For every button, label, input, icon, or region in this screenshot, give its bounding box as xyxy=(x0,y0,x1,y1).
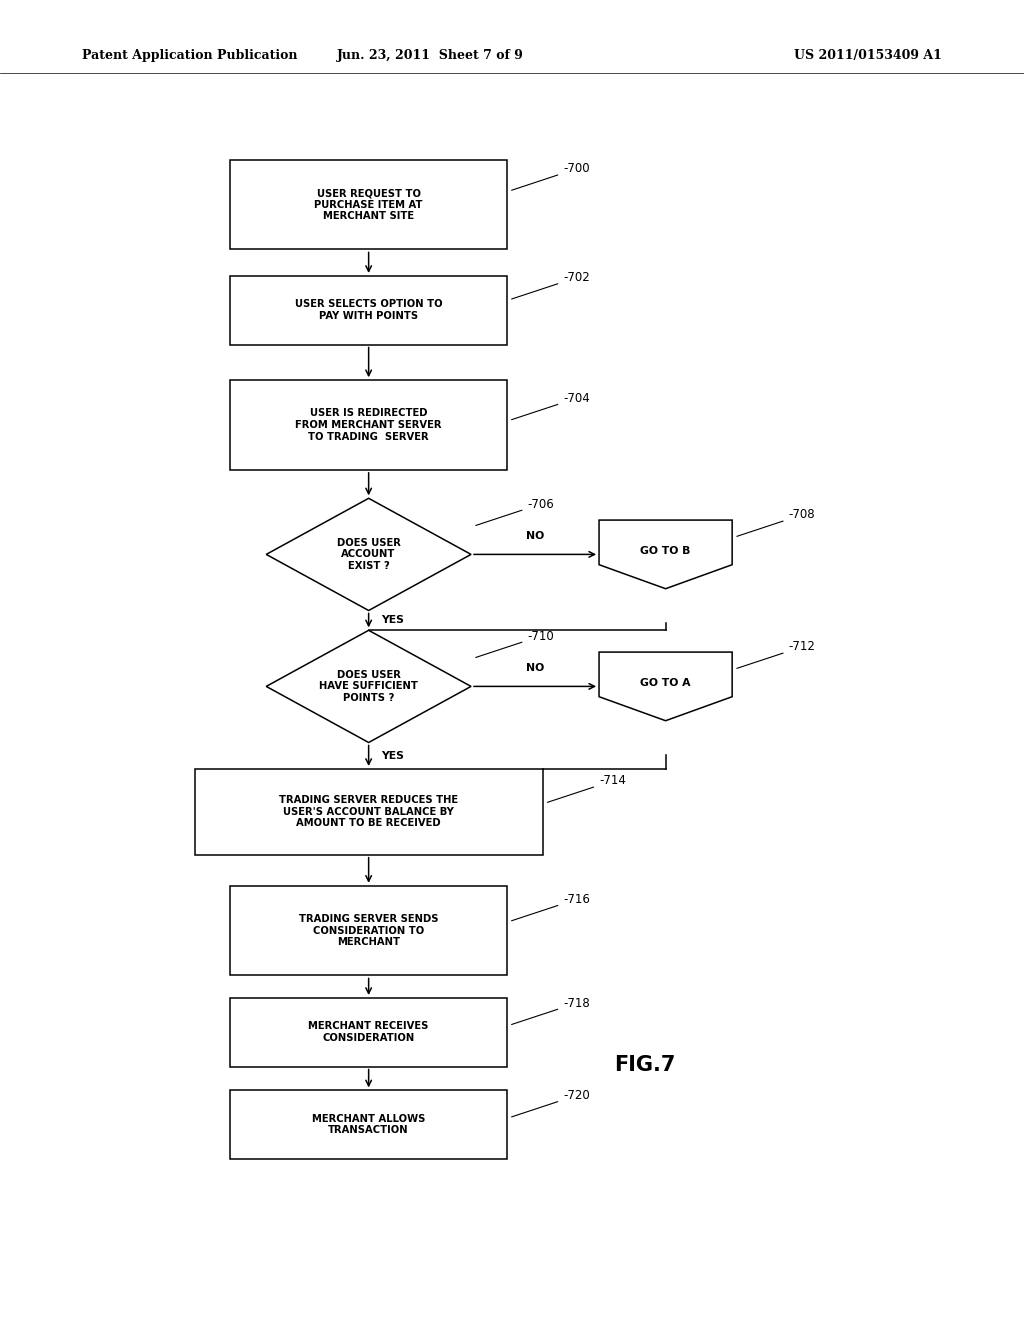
Text: -702: -702 xyxy=(512,271,590,300)
Text: FIG.7: FIG.7 xyxy=(614,1055,676,1076)
Text: -706: -706 xyxy=(476,498,554,525)
Text: NO: NO xyxy=(526,531,544,541)
Text: USER REQUEST TO
PURCHASE ITEM AT
MERCHANT SITE: USER REQUEST TO PURCHASE ITEM AT MERCHAN… xyxy=(314,187,423,222)
FancyBboxPatch shape xyxy=(230,1090,507,1159)
Text: YES: YES xyxy=(381,751,403,760)
Text: NO: NO xyxy=(526,663,544,673)
FancyBboxPatch shape xyxy=(230,160,507,249)
Text: DOES USER
ACCOUNT
EXIST ?: DOES USER ACCOUNT EXIST ? xyxy=(337,537,400,572)
FancyBboxPatch shape xyxy=(195,768,543,855)
FancyBboxPatch shape xyxy=(230,276,507,345)
Polygon shape xyxy=(266,499,471,610)
Text: -710: -710 xyxy=(476,630,554,657)
Text: DOES USER
HAVE SUFFICIENT
POINTS ?: DOES USER HAVE SUFFICIENT POINTS ? xyxy=(319,669,418,704)
Text: MERCHANT ALLOWS
TRANSACTION: MERCHANT ALLOWS TRANSACTION xyxy=(312,1114,425,1135)
FancyBboxPatch shape xyxy=(230,886,507,975)
Text: YES: YES xyxy=(381,615,403,626)
Text: USER IS REDIRECTED
FROM MERCHANT SERVER
TO TRADING  SERVER: USER IS REDIRECTED FROM MERCHANT SERVER … xyxy=(295,408,442,442)
Text: GO TO B: GO TO B xyxy=(640,546,691,556)
Text: -700: -700 xyxy=(512,162,590,190)
Text: -704: -704 xyxy=(512,392,590,420)
Text: -718: -718 xyxy=(512,997,590,1024)
Text: GO TO A: GO TO A xyxy=(640,678,691,688)
Text: TRADING SERVER REDUCES THE
USER'S ACCOUNT BALANCE BY
AMOUNT TO BE RECEIVED: TRADING SERVER REDUCES THE USER'S ACCOUN… xyxy=(280,795,458,829)
Text: US 2011/0153409 A1: US 2011/0153409 A1 xyxy=(795,49,942,62)
Text: -720: -720 xyxy=(512,1089,590,1117)
Polygon shape xyxy=(599,520,732,589)
Polygon shape xyxy=(599,652,732,721)
Text: -714: -714 xyxy=(548,775,626,803)
Text: -708: -708 xyxy=(737,508,815,536)
Text: TRADING SERVER SENDS
CONSIDERATION TO
MERCHANT: TRADING SERVER SENDS CONSIDERATION TO ME… xyxy=(299,913,438,948)
Text: Patent Application Publication: Patent Application Publication xyxy=(82,49,297,62)
FancyBboxPatch shape xyxy=(230,998,507,1067)
Text: MERCHANT RECEIVES
CONSIDERATION: MERCHANT RECEIVES CONSIDERATION xyxy=(308,1022,429,1043)
Text: USER SELECTS OPTION TO
PAY WITH POINTS: USER SELECTS OPTION TO PAY WITH POINTS xyxy=(295,300,442,321)
Polygon shape xyxy=(266,631,471,742)
Text: -712: -712 xyxy=(737,640,815,668)
Text: Jun. 23, 2011  Sheet 7 of 9: Jun. 23, 2011 Sheet 7 of 9 xyxy=(337,49,523,62)
FancyBboxPatch shape xyxy=(230,380,507,470)
Text: -716: -716 xyxy=(512,892,590,921)
